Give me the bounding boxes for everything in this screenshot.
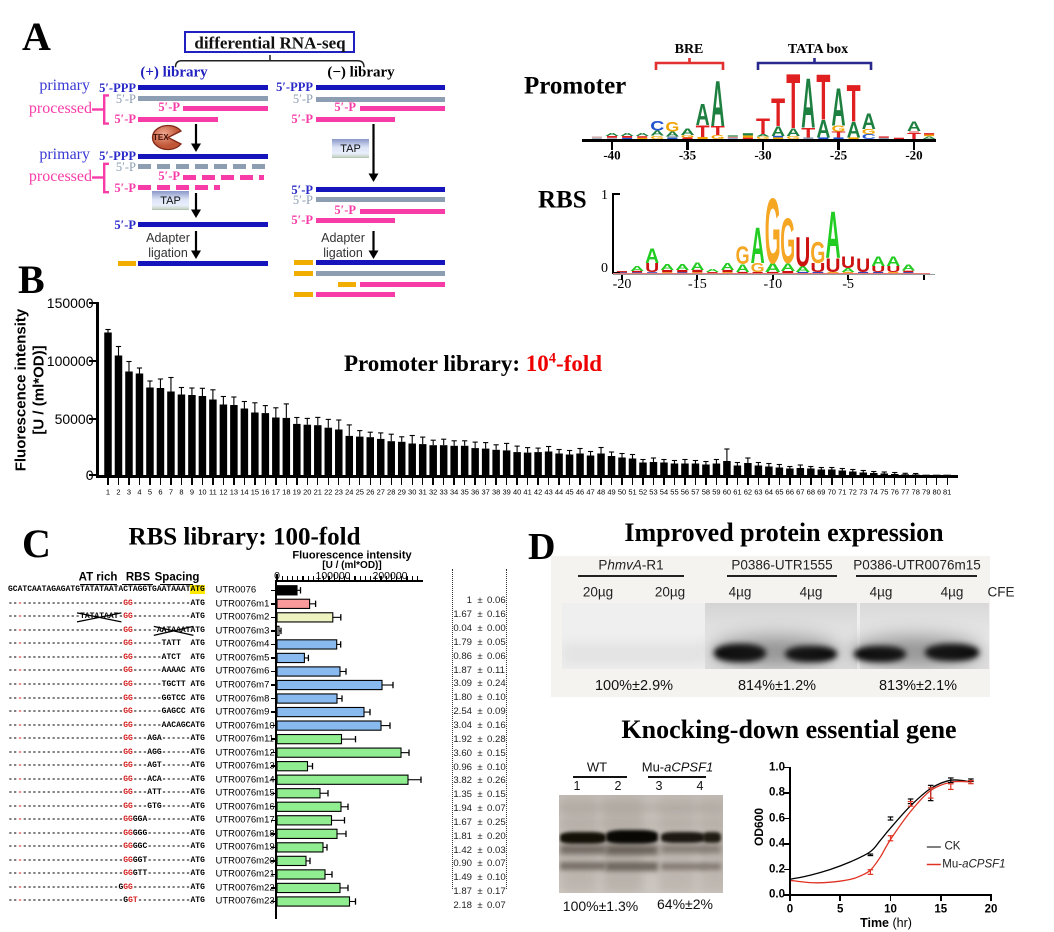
svg-text:A: A [801,65,815,144]
svg-text:U: U [795,228,810,275]
svg-text:A: A [765,261,781,275]
svg-text:U: U [810,260,825,275]
svg-text:U: U [886,265,900,274]
svg-text:U: U [871,265,885,274]
svg-text:A: A [907,119,921,135]
svg-text:G: G [650,135,664,141]
svg-text:G: G [756,136,770,140]
svg-text:A: A [711,68,725,141]
svg-text:G: G [780,205,795,277]
svg-text:A: A [605,132,619,137]
svg-text:A: A [832,76,846,137]
svg-text:A: A [675,263,689,272]
svg-text:A: A [721,262,735,273]
svg-text:U: U [841,253,855,271]
svg-text:T: T [711,124,726,138]
svg-text:A: A [847,118,861,142]
svg-text:T: T [786,59,800,146]
svg-text:A: A [751,218,765,275]
svg-text:U: U [856,255,870,277]
svg-text:A: A [665,131,680,139]
svg-text:U: U [826,255,841,276]
svg-text:A: A [886,254,900,270]
svg-text:G: G [665,119,679,135]
svg-text:G: G [786,135,800,140]
svg-text:A: A [696,99,710,132]
svg-text:G: G [765,180,781,284]
svg-text:U: U [645,261,659,275]
svg-text:A: A [645,246,659,269]
svg-text:A: A [620,132,634,137]
svg-text:A: A [736,263,751,275]
svg-text:A: A [841,267,855,273]
svg-text:A: A [871,254,885,270]
svg-text:G: G [862,128,876,136]
svg-text:A: A [756,133,770,137]
svg-text:T: T [816,62,830,134]
svg-text:A: A [660,263,674,272]
svg-text:G: G [711,134,725,140]
svg-text:A: A [780,261,795,274]
svg-text:A: A [630,265,645,273]
svg-text:T: T [771,89,785,134]
svg-text:A: A [786,127,801,139]
svg-text:G: G [751,261,765,275]
svg-text:T: T [907,131,922,141]
svg-text:C: C [862,133,877,141]
svg-text:A: A [635,132,649,137]
svg-text:A: A [816,115,830,143]
svg-text:A: A [901,263,915,272]
svg-text:T: T [696,123,711,141]
svg-text:G: G [680,134,694,138]
svg-text:A: A [705,268,719,273]
svg-text:T: T [756,114,770,139]
svg-text:T: T [847,73,861,133]
svg-text:A: A [690,261,705,273]
svg-text:A: A [771,123,785,139]
svg-text:A: A [650,130,665,138]
svg-text:A: A [862,110,876,134]
svg-text:A: A [681,127,695,137]
svg-text:A: A [826,199,841,273]
svg-text:G: G [736,241,750,270]
svg-text:A: A [795,265,811,274]
svg-text:G: G [831,124,845,134]
svg-text:C: C [650,118,664,134]
svg-text:T: T [832,130,847,140]
svg-text:G: G [810,237,825,271]
svg-text:T: T [801,126,816,141]
svg-text:A: A [922,135,936,139]
